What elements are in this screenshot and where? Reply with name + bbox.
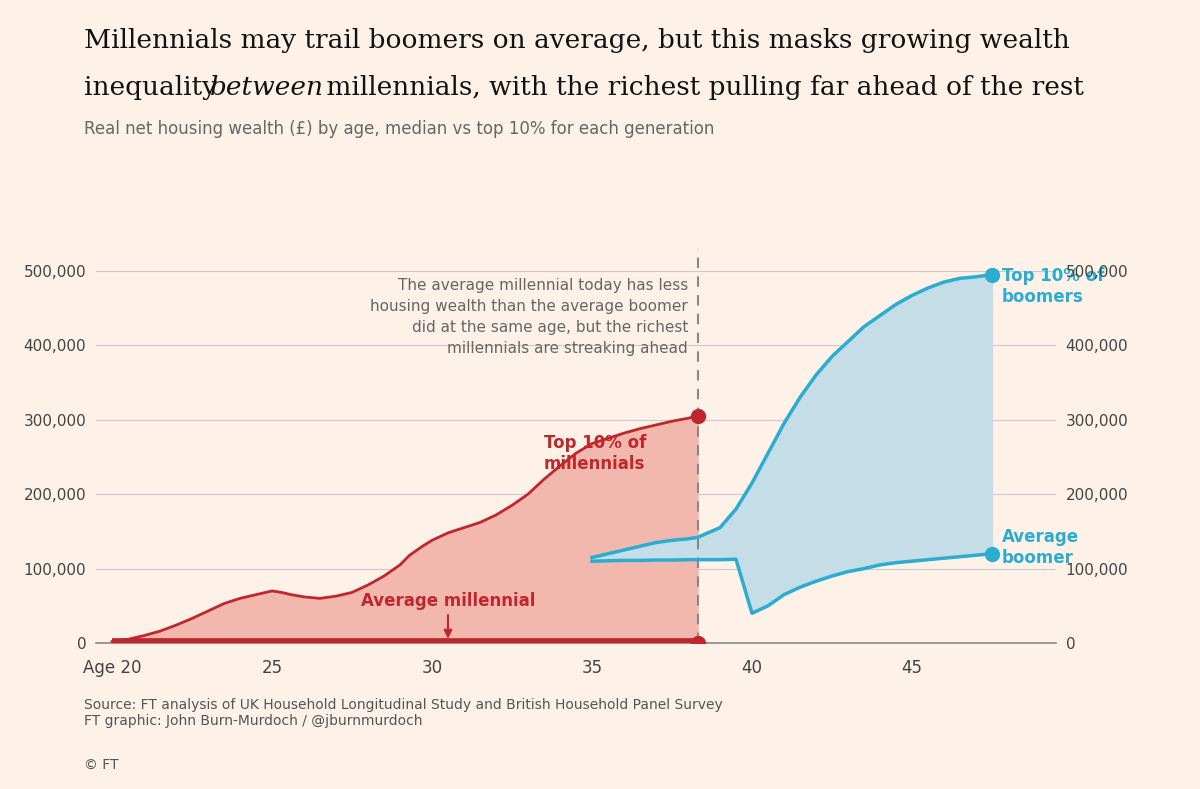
Text: Millennials may trail boomers on average, but this masks growing wealth: Millennials may trail boomers on average… bbox=[84, 28, 1069, 53]
Text: Average millennial: Average millennial bbox=[361, 592, 535, 637]
Text: © FT: © FT bbox=[84, 757, 119, 772]
Text: Top 10% of
boomers: Top 10% of boomers bbox=[1002, 267, 1104, 306]
Text: The average millennial today has less
housing wealth than the average boomer
did: The average millennial today has less ho… bbox=[371, 279, 688, 357]
Text: between: between bbox=[210, 75, 324, 100]
Text: Real net housing wealth (£) by age, median vs top 10% for each generation: Real net housing wealth (£) by age, medi… bbox=[84, 120, 714, 138]
Text: millennials, with the richest pulling far ahead of the rest: millennials, with the richest pulling fa… bbox=[318, 75, 1084, 100]
Text: inequality: inequality bbox=[84, 75, 226, 100]
Text: Average
boomer: Average boomer bbox=[1002, 529, 1079, 567]
Text: Source: FT analysis of UK Household Longitudinal Study and British Household Pan: Source: FT analysis of UK Household Long… bbox=[84, 698, 722, 728]
Text: Top 10% of
millennials: Top 10% of millennials bbox=[544, 434, 647, 473]
